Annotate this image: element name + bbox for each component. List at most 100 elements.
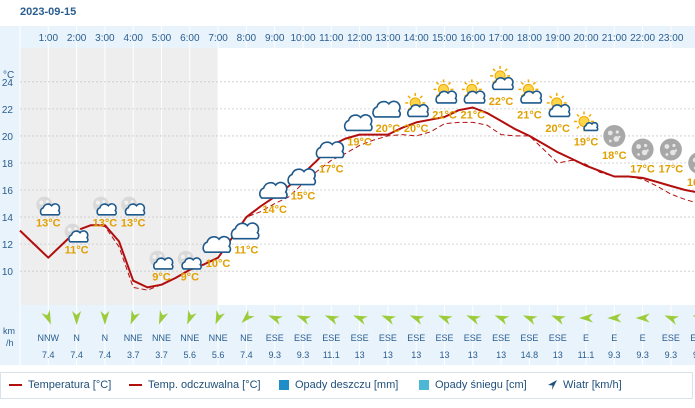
wind-arrow-icon <box>551 315 566 325</box>
hour-label: 1:00 <box>39 33 59 44</box>
sun-ray <box>549 95 553 99</box>
wind-arrow-icon <box>664 315 680 325</box>
wind-arrow-shape <box>635 313 650 323</box>
temperature-label: 13°C <box>93 218 118 230</box>
moon-crater <box>636 144 641 149</box>
temperature-label: 13°C <box>36 218 61 230</box>
sun-cloud-icon <box>461 79 486 104</box>
moon-disc <box>631 138 654 161</box>
wind-direction: ESE <box>322 333 340 343</box>
moon-crater <box>152 254 157 259</box>
legend-wind-label: Wiatr [km/h] <box>563 379 622 391</box>
moon-disc <box>659 138 682 161</box>
wind-speed: 13 <box>553 350 563 360</box>
wind-arrow-icon <box>324 315 340 325</box>
moon-crater <box>692 157 695 163</box>
moon-disc <box>603 124 626 147</box>
moon-icon <box>631 138 654 161</box>
hour-label: 20:00 <box>573 33 598 44</box>
wind-arrow-shape <box>324 315 340 325</box>
wind-direction: NNE <box>180 333 199 343</box>
legend-rain-swatch <box>279 380 289 391</box>
cloud-icon <box>202 235 232 253</box>
wind-direction: NE <box>240 333 253 343</box>
hour-label: 16:00 <box>460 33 485 44</box>
moon-crater <box>95 200 100 205</box>
legend-rain-label: Opady deszczu [mm] <box>295 379 399 391</box>
cloud-shape <box>287 168 317 186</box>
wind-speed: 13 <box>411 350 421 360</box>
wind-direction: ESE <box>351 333 369 343</box>
hour-header: 1:00 2:00 3:00 4:00 5:00 6:00 7:00 8:00 9:00 10:0… <box>39 33 684 44</box>
cloud-shape <box>520 90 543 104</box>
wind-direction: E <box>640 333 646 343</box>
temperature-label: 20°C <box>376 123 401 135</box>
wind-arrow-shape <box>296 315 312 325</box>
temperature-label: 17°C <box>630 164 655 176</box>
wind-direction: NNE <box>124 333 143 343</box>
cloud-shape <box>39 203 61 216</box>
temperature-labels: 13°C11°C13°C 13°C9°C 9°C10°C11°C14°C15°C17… <box>36 96 695 284</box>
wind-direction: NNE <box>209 333 228 343</box>
wind-arrow-shape <box>579 313 593 323</box>
hour-label: 4:00 <box>123 33 143 44</box>
sun-ray <box>561 95 565 99</box>
wind-arrow-icon <box>579 313 593 323</box>
cloud-icon <box>343 114 373 132</box>
temperature-label: 17°C <box>319 164 344 176</box>
wind-arrow-shape <box>551 315 566 325</box>
night-cloud-icon <box>177 250 202 270</box>
wind-direction: ESE <box>294 333 312 343</box>
wind-arrow-icon <box>100 311 110 325</box>
legend-wind: Wiatr [km/h] <box>547 379 622 391</box>
hour-label: 9:00 <box>265 33 285 44</box>
y-tick-label: 24 <box>2 78 14 89</box>
cloud-shape <box>152 257 174 270</box>
wind-direction: E <box>611 333 617 343</box>
temperature-label: 21°C <box>517 109 542 121</box>
hour-label: 12:00 <box>347 33 372 44</box>
legend-feels-like-swatch <box>129 384 142 387</box>
night-cloud-icon <box>121 196 146 216</box>
sun-ray <box>504 68 508 72</box>
moon-disc <box>688 152 695 174</box>
night-band <box>76 48 105 305</box>
moon-crater <box>607 130 613 136</box>
wind-arrow-icon <box>466 315 481 325</box>
temperature-label: 9°C <box>181 272 200 284</box>
temperature-label: 9°C <box>152 272 171 284</box>
wind-arrow-icon <box>215 309 225 325</box>
temperature-label: 20°C <box>545 123 570 135</box>
legend: Temperatura [°C] Temp. odczuwalna [°C] O… <box>0 372 693 399</box>
hour-label: 7:00 <box>208 33 228 44</box>
sun-ray <box>532 81 537 85</box>
moon-crater <box>644 143 648 148</box>
wind-arrow-icon <box>72 311 82 325</box>
wind-arrow-shape <box>409 315 425 325</box>
sun-ray <box>476 81 480 85</box>
moon-crater <box>674 149 678 152</box>
sun-cloud-icon <box>433 79 458 104</box>
wind-speed: 7.4 <box>240 350 253 360</box>
hour-label: 10:00 <box>290 33 315 44</box>
temperature-label: 19°C <box>574 136 599 148</box>
wind-direction: E <box>583 333 589 343</box>
legend-temperature-label: Temperatura [°C] <box>28 379 112 391</box>
hour-label: 22:00 <box>630 33 655 44</box>
cloud-shape <box>124 203 146 216</box>
hour-label: 5:00 <box>152 33 172 44</box>
wind-arrow-icon <box>409 315 425 325</box>
wind-speed: 13 <box>383 350 393 360</box>
wind-arrow-shape <box>466 315 481 325</box>
sun-ray <box>447 81 452 85</box>
legend-snow-label: Opady śniegu [cm] <box>435 379 527 391</box>
wind-arrow-icon <box>296 315 312 325</box>
cloud-shape <box>230 222 260 240</box>
wind-arrow-icon <box>41 309 51 325</box>
moon-icon <box>688 152 695 174</box>
wind-speed: 9.3 <box>297 350 310 360</box>
moon-crater <box>641 149 648 156</box>
hour-label: 11:00 <box>319 33 344 44</box>
wind-speed: 11.1 <box>578 350 595 360</box>
temperature-label: 22°C <box>489 96 514 108</box>
